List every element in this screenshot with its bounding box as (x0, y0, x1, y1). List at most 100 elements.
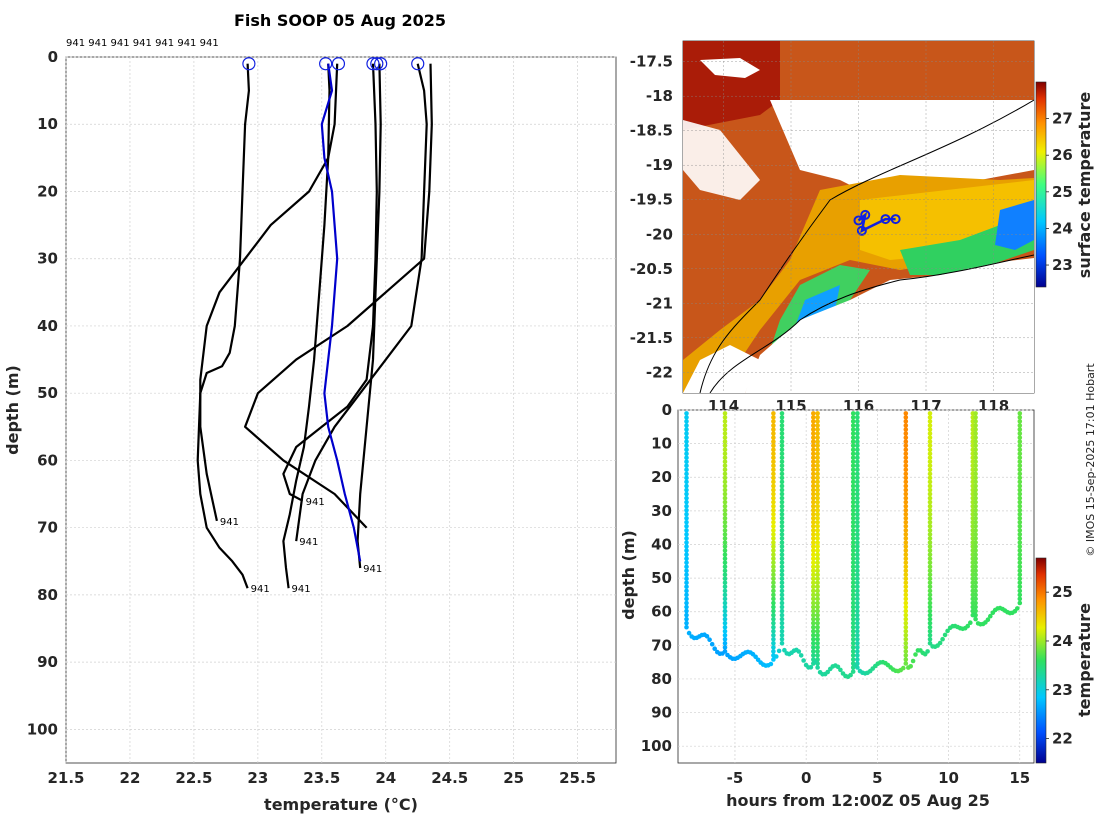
cast-point (684, 572, 689, 577)
cast-point (684, 516, 689, 521)
cast-point (815, 415, 820, 420)
cast-point (815, 503, 820, 509)
shelf-contour-outer (699, 99, 1034, 393)
cast-point (771, 657, 776, 662)
cast-point (903, 439, 909, 444)
cast-point (811, 495, 816, 501)
sst-colorbar-ticks: 27 26 25 24 23 (1046, 110, 1073, 274)
time-series-group (684, 411, 1023, 679)
cast-point (927, 637, 933, 642)
cast-point (1017, 580, 1023, 586)
cast-point (927, 443, 933, 448)
cast-point (973, 564, 978, 569)
cast-point (927, 532, 933, 537)
cast-point (811, 487, 816, 493)
cast-point (815, 520, 820, 525)
cast-point (811, 459, 816, 465)
main-y-tick-label: 10 (37, 115, 58, 133)
cast-point (1017, 548, 1023, 553)
cast-point (850, 624, 856, 630)
cast-point (855, 479, 860, 485)
cast-point (855, 628, 860, 634)
cast-point (779, 439, 785, 444)
cast-point (903, 604, 909, 610)
cast-point (1017, 544, 1023, 549)
cast-point (903, 584, 909, 590)
cast-point (927, 439, 933, 444)
cast-point (684, 443, 689, 448)
main-y-tick-label: 40 (37, 317, 58, 335)
cast-point (850, 604, 856, 610)
cast-point (815, 423, 820, 428)
cast-point (815, 419, 820, 424)
cast-point (973, 483, 978, 489)
cast-point (850, 463, 856, 469)
cast-point (855, 507, 860, 513)
cast-point (722, 645, 728, 650)
cast-point (684, 564, 689, 569)
cast-point (811, 653, 816, 658)
cast-point (811, 516, 816, 521)
cast-point (722, 463, 728, 469)
sst-blue-patch-east (995, 200, 1034, 250)
bottom-track-point (720, 651, 725, 656)
cast-point (722, 596, 728, 602)
bottom-track-point (985, 617, 991, 622)
cast-point (771, 427, 776, 432)
cast-point (779, 560, 785, 565)
cast-point (779, 507, 785, 513)
cast-point (815, 576, 820, 582)
cast-point (779, 471, 785, 477)
bottom-track-point (768, 661, 774, 667)
cast-point (903, 564, 909, 569)
cast-point (811, 415, 816, 420)
map-lat-tick-label: -19.5 (630, 191, 673, 209)
cast-point (850, 491, 856, 497)
cast-point (771, 612, 776, 618)
cast-point (850, 628, 856, 634)
cast-point (771, 487, 776, 493)
cast-point (973, 447, 978, 453)
cast-point (779, 447, 785, 453)
cast-point (850, 483, 856, 489)
cast-point (722, 616, 728, 622)
cast-point (855, 495, 860, 501)
profile-end-label: 941 (251, 584, 270, 595)
cast-point (903, 487, 909, 493)
map-lat-tick-label: -18.5 (630, 122, 673, 140)
cast-point (811, 439, 816, 444)
cast-point (779, 516, 785, 521)
cast-point (927, 604, 933, 610)
cast-point (779, 608, 785, 614)
cast-point (779, 459, 785, 465)
time-x-tick-label: 0 (801, 769, 811, 787)
cast-point (903, 592, 909, 598)
vessel-id-row: 941 941 941 941 941 941 941 (66, 38, 219, 49)
bottom-track-point (709, 641, 715, 647)
cast-point (1017, 596, 1023, 602)
main-y-ticks: 0 10 20 30 40 50 60 70 80 90 100 (27, 48, 58, 738)
cast-point (850, 540, 856, 545)
cast-point (973, 463, 978, 469)
cast-point (771, 600, 776, 606)
cast-point (815, 455, 820, 461)
bottom-track-point (940, 636, 945, 642)
cast-point (973, 423, 978, 428)
cast-point (811, 649, 816, 654)
cast-point (722, 491, 728, 497)
cast-point (927, 628, 933, 634)
cast-point (927, 540, 933, 545)
time-y-tick-label: 40 (651, 535, 672, 553)
cast-point (903, 499, 909, 505)
cast-point (1017, 516, 1023, 521)
cast-point (1017, 475, 1023, 481)
cast-point (973, 411, 978, 416)
cast-point (771, 620, 776, 626)
cast-point (811, 419, 816, 424)
cast-point (771, 507, 776, 513)
cast-point (855, 616, 860, 622)
surface-marker (331, 57, 346, 71)
cast-point (973, 552, 978, 557)
cast-point (973, 439, 978, 444)
